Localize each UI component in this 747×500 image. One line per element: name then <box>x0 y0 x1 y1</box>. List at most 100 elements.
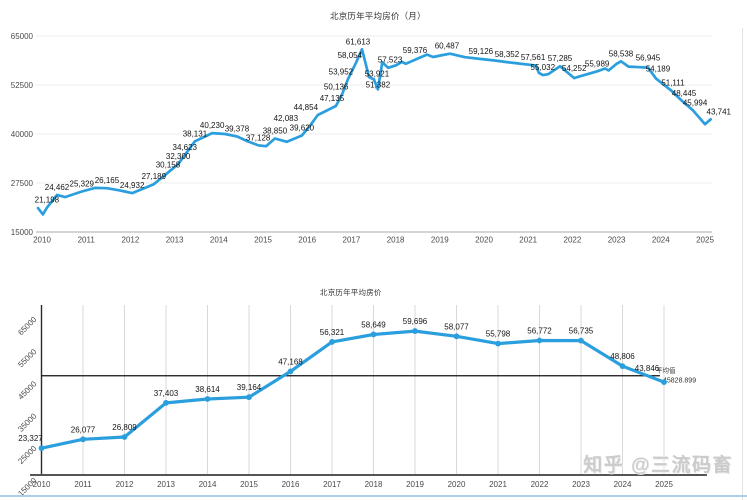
monthly-point-label: 58,352 <box>495 50 520 59</box>
monthly-point-label: 39,620 <box>290 123 315 132</box>
yearly-x-tick-label: 2013 <box>157 480 175 489</box>
yearly-point-label: 43,846 <box>635 364 660 373</box>
monthly-point-label: 37,128 <box>246 133 271 142</box>
yearly-data-point <box>619 363 626 370</box>
yearly-point-label: 26,077 <box>71 425 96 434</box>
yearly-point-label: 26,809 <box>112 423 137 432</box>
monthly-point-label: 38,131 <box>183 129 208 138</box>
monthly-point-label: 38,850 <box>263 127 288 136</box>
yearly-data-point <box>453 333 460 340</box>
monthly-point-label: 47,135 <box>320 94 345 103</box>
yearly-point-label: 59,696 <box>403 317 428 326</box>
yearly-x-tick-label: 2022 <box>531 480 549 489</box>
yearly-point-label: 56,772 <box>527 326 552 335</box>
yearly-price-line <box>39 329 666 450</box>
monthly-x-tick-label: 2025 <box>696 236 714 245</box>
monthly-point-label: 43,741 <box>707 107 732 116</box>
yearly-data-point <box>329 339 335 345</box>
monthly-point-label: 24,932 <box>120 181 145 190</box>
monthly-point-label: 57,523 <box>378 55 403 64</box>
monthly-point-label: 59,126 <box>469 47 494 56</box>
yearly-point-label: 47,168 <box>278 357 303 366</box>
monthly-x-tick-label: 2024 <box>652 236 670 245</box>
bottom-divider-line <box>0 495 747 497</box>
yearly-x-tick-label: 2020 <box>448 480 466 489</box>
monthly-x-tick-label: 2021 <box>519 236 537 245</box>
yearly-x-tick-label: 2018 <box>365 480 383 489</box>
monthly-y-tick-label: 65000 <box>11 32 34 41</box>
monthly-point-label: 56,945 <box>636 54 661 63</box>
yearly-point-label: 58,077 <box>444 322 469 331</box>
yearly-y-tick-label: 25000 <box>16 443 38 465</box>
monthly-point-label: 51,382 <box>366 80 391 89</box>
yearly-data-point <box>412 328 418 334</box>
yearly-x-tick-label: 2016 <box>282 480 300 489</box>
monthly-y-tick-label: 27500 <box>11 179 34 188</box>
yearly-data-point <box>578 337 584 344</box>
monthly-x-tick-label: 2010 <box>33 236 51 245</box>
monthly-x-tick-label: 2011 <box>78 236 96 245</box>
yearly-data-point <box>163 399 169 406</box>
monthly-point-label: 48,445 <box>672 89 697 98</box>
yearly-x-tick-label: 2025 <box>655 480 673 489</box>
yearly-y-tick-label: 45000 <box>16 379 38 401</box>
monthly-point-label: 34,623 <box>173 143 198 152</box>
yearly-x-tick-label: 2014 <box>199 480 217 489</box>
yearly-data-point <box>246 394 252 401</box>
monthly-point-label: 57,285 <box>548 54 573 63</box>
monthly-point-label: 27,189 <box>142 172 167 181</box>
yearly-chart-title: 北京历年平均房价 <box>320 288 382 297</box>
monthly-point-label: 53,921 <box>365 69 390 78</box>
yearly-point-label: 37,403 <box>154 389 179 398</box>
monthly-y-tick-label: 40000 <box>11 130 34 139</box>
monthly-point-label: 54,189 <box>646 64 671 73</box>
monthly-point-label: 61,613 <box>346 37 371 46</box>
monthly-x-tick-label: 2013 <box>166 236 184 245</box>
mean-line-value: 45828.899 <box>663 378 696 385</box>
yearly-point-label: 55,798 <box>486 330 511 339</box>
mean-line-label: 平均值 <box>656 366 676 375</box>
yearly-data-point <box>661 379 667 386</box>
monthly-x-tick-label: 2014 <box>210 236 228 245</box>
monthly-x-tick-label: 2016 <box>298 236 316 245</box>
monthly-point-label: 57,561 <box>521 53 546 62</box>
monthly-point-label: 40,230 <box>200 121 225 130</box>
monthly-point-label: 55,032 <box>531 63 556 72</box>
monthly-point-label: 60,487 <box>435 42 460 51</box>
yearly-data-point <box>38 445 45 452</box>
yearly-x-tick-label: 2023 <box>572 480 590 489</box>
monthly-point-label: 32,300 <box>166 152 191 161</box>
yearly-data-point <box>495 340 501 347</box>
monthly-price-line <box>36 47 713 216</box>
monthly-point-label: 59,376 <box>403 46 428 55</box>
yearly-point-label: 58,649 <box>361 320 386 329</box>
yearly-x-tick-label: 2021 <box>489 480 507 489</box>
yearly-x-tick-label: 2019 <box>406 480 424 489</box>
monthly-x-tick-label: 2019 <box>431 236 449 245</box>
window-right-border <box>742 28 743 500</box>
monthly-x-tick-label: 2022 <box>564 236 582 245</box>
monthly-x-tick-label: 2018 <box>387 236 405 245</box>
monthly-point-label: 50,136 <box>324 82 349 91</box>
yearly-x-tick-label: 2010 <box>33 480 51 489</box>
monthly-point-label: 55,989 <box>585 59 610 68</box>
yearly-point-label: 23,327 <box>18 434 43 443</box>
yearly-data-point <box>370 331 377 338</box>
monthly-point-label: 54,252 <box>562 64 587 73</box>
monthly-point-label: 53,952 <box>329 67 354 76</box>
yearly-data-point <box>121 434 128 440</box>
yearly-x-tick-label: 2017 <box>323 480 341 489</box>
yearly-point-label: 39,164 <box>237 383 262 392</box>
yearly-point-label: 56,321 <box>320 328 345 337</box>
monthly-point-label: 26,165 <box>95 176 120 185</box>
monthly-point-label: 24,462 <box>45 183 70 192</box>
yearly-data-point <box>80 436 86 443</box>
yearly-data-point <box>287 368 294 375</box>
monthly-point-label: 42,083 <box>274 114 299 123</box>
monthly-point-label: 51,111 <box>661 78 685 87</box>
monthly-x-tick-label: 2017 <box>343 236 361 245</box>
yearly-point-label: 38,614 <box>195 385 220 394</box>
yearly-data-point <box>204 396 211 402</box>
